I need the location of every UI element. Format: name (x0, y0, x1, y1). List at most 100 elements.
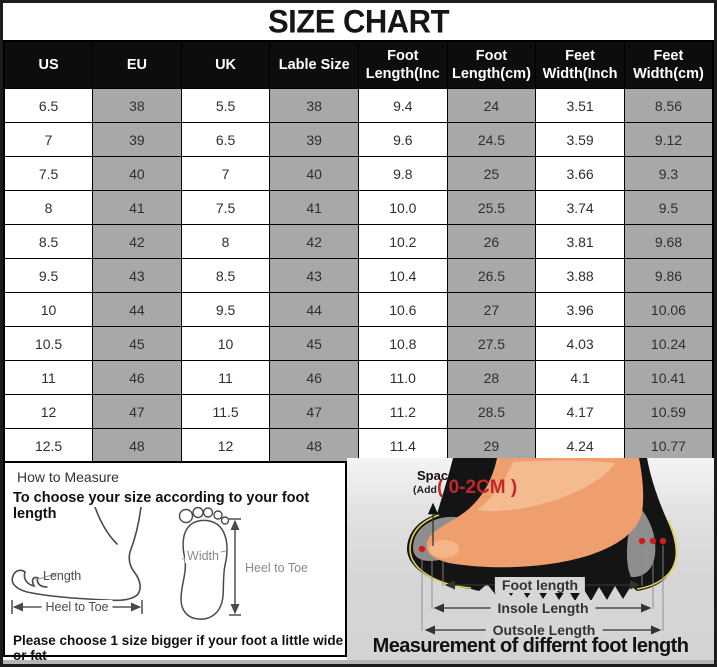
size-cell: 25 (446, 156, 537, 191)
size-cell: 10 (3, 292, 94, 327)
size-cell: 11 (180, 360, 271, 395)
size-cell: 45 (92, 326, 182, 361)
column-header: Foot Length(cm) (446, 40, 537, 89)
bottom-section: How to Measure To choose your size accor… (3, 458, 714, 663)
size-cell: 24 (446, 88, 537, 123)
column-header: Feet Width(cm) (623, 40, 714, 89)
size-cell: 26.5 (446, 258, 537, 293)
size-cell: 9.5 (623, 190, 714, 225)
size-cell: 3.66 (535, 156, 625, 191)
measure-heading: How to Measure (17, 469, 119, 485)
size-cell: 4.03 (535, 326, 625, 361)
size-cell: 10.8 (358, 326, 448, 361)
size-cell: 11.5 (180, 394, 271, 429)
title-band: SIZE CHART (3, 3, 714, 40)
size-cell: 7.5 (3, 156, 94, 191)
add-label: (Add (413, 484, 437, 496)
size-cell: 3.88 (535, 258, 625, 293)
size-cell: 10.41 (623, 360, 714, 395)
shoe-illustration (407, 458, 678, 635)
size-cell: 10.59 (623, 394, 714, 429)
size-cell: 9.68 (623, 224, 714, 259)
size-cell: 24.5 (446, 122, 537, 157)
table-row: 7 39 6.5 39 9.6 24.5 3.59 9.12 (3, 122, 714, 157)
table-row: 10.5 45 10 45 10.8 27.5 4.03 10.24 (3, 326, 714, 361)
size-cell: 39 (269, 122, 359, 157)
size-cell: 38 (92, 88, 182, 123)
footprint-drawing (178, 507, 241, 620)
size-cell: 10.5 (3, 326, 94, 361)
size-cell: 9.5 (3, 258, 94, 293)
table-row: 11 46 11 46 11.0 28 4.1 10.41 (3, 360, 714, 395)
table-row: 10 44 9.5 44 10.6 27 3.96 10.06 (3, 292, 714, 327)
heel-to-toe-side-label: Heel to Toe (41, 600, 113, 614)
size-cell: 46 (92, 360, 182, 395)
table-row: 12 47 11.5 47 11.2 28.5 4.17 10.59 (3, 394, 714, 429)
size-cell: 8.5 (180, 258, 271, 293)
length-label: Length (43, 569, 82, 583)
size-cell: 25.5 (446, 190, 537, 225)
header-row: US EU UK Lable Size Foot Length(Inc Foot Leng… (3, 40, 714, 89)
size-cell: 43 (269, 258, 359, 293)
size-cell: 6.5 (180, 122, 271, 157)
column-header: Lable Size (269, 40, 359, 89)
size-cell: 10.0 (358, 190, 448, 225)
size-cell: 41 (92, 190, 182, 225)
toe-point-dot (418, 545, 426, 553)
size-cell: 42 (269, 224, 359, 259)
size-cell: 11.4 (358, 428, 448, 464)
size-cell: 43 (92, 258, 182, 293)
size-cell: 9.6 (358, 122, 448, 157)
table-row: 9.5 43 8.5 43 10.4 26.5 3.88 9.86 (3, 258, 714, 293)
size-cell: 12 (3, 394, 94, 429)
size-cell: 9.5 (180, 292, 271, 327)
size-cell: 10 (180, 326, 271, 361)
size-cell: 47 (92, 394, 182, 429)
size-cell: 9.8 (358, 156, 448, 191)
measure-subheading: To choose your size according to your fo… (13, 490, 310, 522)
size-cell: 9.3 (623, 156, 714, 191)
size-cell: 9.12 (623, 122, 714, 157)
size-cell: 41 (269, 190, 359, 225)
size-cell: 3.81 (535, 224, 625, 259)
column-header: Foot Length(Inc (358, 40, 448, 89)
bottom-strip (3, 660, 714, 664)
size-cell: 3.51 (535, 88, 625, 123)
table-header: US EU UK Lable Size Foot Length(Inc Foot Leng… (3, 40, 714, 89)
size-cell: 10.6 (358, 292, 448, 327)
size-cell: 7 (3, 122, 94, 157)
column-header: EU (92, 40, 182, 89)
size-cell: 4.24 (535, 428, 625, 464)
size-cell: 8 (3, 190, 94, 225)
table-row: 8 41 7.5 41 10.0 25.5 3.74 9.5 (3, 190, 714, 225)
heel-point-dot (638, 537, 646, 545)
size-cell: 38 (269, 88, 359, 123)
size-cell: 3.96 (535, 292, 625, 327)
size-cell: 48 (92, 428, 182, 464)
size-cell: 4.17 (535, 394, 625, 429)
diagram-caption: Measurement of differnt foot length (372, 635, 689, 657)
size-cell: 8.56 (623, 88, 714, 123)
size-cell: 11.0 (358, 360, 448, 395)
outsole-length-label: Outsole Length (485, 622, 603, 638)
size-cell: 8.5 (3, 224, 94, 259)
size-cell: 12.5 (3, 428, 94, 464)
size-cell: 10.24 (623, 326, 714, 361)
size-cell: 11.2 (358, 394, 448, 429)
heel-to-toe-print-label: Heel to Toe (245, 561, 309, 575)
size-cell: 42 (92, 224, 182, 259)
size-cell: 3.74 (535, 190, 625, 225)
size-cell: 28.5 (446, 394, 537, 429)
size-cell: 10.77 (623, 428, 714, 464)
page-title: SIZE CHART (268, 2, 450, 40)
size-cell: 5.5 (180, 88, 271, 123)
column-header: US (3, 40, 94, 89)
size-cell: 10.2 (358, 224, 448, 259)
size-cell: 7 (180, 156, 271, 191)
size-cell: 9.86 (623, 258, 714, 293)
size-cell: 7.5 (180, 190, 271, 225)
side-foot-drawing (11, 507, 143, 614)
size-cell: 26 (446, 224, 537, 259)
column-header: UK (180, 40, 271, 89)
